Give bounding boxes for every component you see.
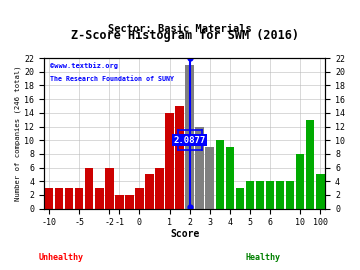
Bar	[236, 188, 244, 209]
Bar	[195, 127, 204, 209]
Bar	[296, 154, 305, 209]
Bar	[115, 195, 123, 209]
Text: Unhealthy: Unhealthy	[39, 253, 84, 262]
Bar	[175, 106, 184, 209]
Bar	[135, 188, 144, 209]
Bar	[306, 120, 315, 209]
Bar	[276, 181, 284, 209]
Bar	[145, 174, 154, 209]
Bar	[95, 188, 104, 209]
Bar	[226, 147, 234, 209]
Text: 2.0877: 2.0877	[174, 136, 206, 145]
Bar	[65, 188, 73, 209]
Bar	[105, 168, 113, 209]
Y-axis label: Number of companies (246 total): Number of companies (246 total)	[15, 66, 22, 201]
Bar	[185, 65, 194, 209]
Text: The Research Foundation of SUNY: The Research Foundation of SUNY	[50, 76, 174, 82]
Bar	[206, 147, 214, 209]
Bar	[85, 168, 94, 209]
Text: Sector: Basic Materials: Sector: Basic Materials	[108, 24, 252, 34]
Bar	[125, 195, 134, 209]
Bar	[256, 181, 264, 209]
Text: ©www.textbiz.org: ©www.textbiz.org	[50, 63, 118, 69]
Bar	[165, 113, 174, 209]
Bar	[316, 174, 324, 209]
Bar	[75, 188, 84, 209]
Bar	[286, 181, 294, 209]
Bar	[155, 168, 164, 209]
Bar	[45, 188, 53, 209]
Bar	[246, 181, 254, 209]
Bar	[266, 181, 274, 209]
X-axis label: Score: Score	[170, 229, 199, 239]
Title: Z-Score Histogram for SWM (2016): Z-Score Histogram for SWM (2016)	[71, 29, 299, 42]
Text: Healthy: Healthy	[245, 253, 280, 262]
Bar	[55, 188, 63, 209]
Bar	[216, 140, 224, 209]
